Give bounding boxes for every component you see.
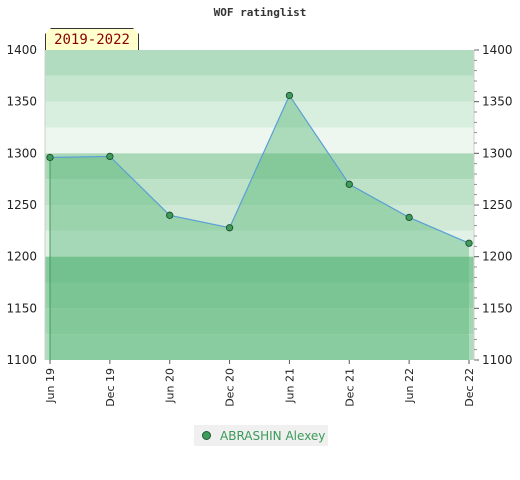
bg-band: [45, 308, 474, 335]
data-point: [405, 213, 413, 222]
y-tick-label-right: 1300: [482, 146, 513, 160]
bg-band: [45, 334, 474, 360]
x-tick-label: Jun 21: [283, 368, 296, 404]
y-axis-right: 1100 1150 1200 1250 1300 1350 1400: [474, 43, 513, 367]
series-line: [49, 94, 470, 244]
bg-band: [45, 50, 474, 76]
x-tick-label: Jun 20: [164, 368, 177, 404]
y-tick-label-right: 1200: [482, 250, 513, 264]
legend-marker-icon: [202, 431, 211, 440]
y-tick-label-left: 1150: [6, 301, 37, 315]
y-tick-label-left: 1300: [6, 146, 37, 160]
legend[interactable]: ABRASHIN Alexey: [194, 425, 328, 446]
series-area: [50, 95, 469, 360]
data-point: [166, 211, 174, 219]
bg-band: [45, 179, 474, 205]
x-tick-label: Dec 22: [463, 368, 476, 407]
period-label: 2019-2022: [45, 28, 139, 50]
bg-band: [45, 230, 474, 257]
y-tick-label-right: 1150: [482, 301, 513, 315]
bg-band: [45, 153, 474, 180]
data-point: [285, 91, 294, 100]
series-line-path: [49, 94, 470, 244]
chart-title: WOF ratinglist: [213, 6, 307, 19]
data-point: [345, 180, 353, 188]
series-points: [46, 91, 473, 247]
data-point: [225, 224, 234, 232]
legend-label: ABRASHIN Alexey: [220, 428, 326, 443]
data-point: [46, 153, 54, 162]
bg-band: [45, 101, 474, 128]
y-tick-label-left: 1400: [6, 43, 37, 57]
x-tick-label: Jun 22: [403, 368, 416, 404]
y-tick-label-left: 1350: [6, 95, 37, 109]
y-tick-label-right: 1350: [482, 95, 513, 109]
series-area-fill: [50, 95, 469, 360]
y-tick-label-right: 1100: [482, 353, 513, 367]
x-tick-label: Dec 19: [104, 368, 117, 407]
background-bands: [45, 50, 474, 360]
bg-band: [45, 205, 474, 231]
data-point: [106, 152, 114, 161]
y-tick-label-right: 1250: [482, 198, 513, 212]
y-tick-label-left: 1100: [6, 353, 37, 367]
x-tick-label: Dec 20: [224, 368, 237, 407]
y-tick-label-left: 1200: [6, 250, 37, 264]
y-tick-label-left: 1250: [6, 198, 37, 212]
bg-band: [45, 127, 474, 154]
bg-band: [45, 256, 474, 283]
data-point: [465, 239, 473, 247]
y-axis-left: 1100 1150 1200 1250 1300 1350 1400: [6, 43, 37, 367]
x-axis: Jun 19 Dec 19 Jun 20 Dec 20 Jun 21 Dec 21 Jun …: [44, 360, 476, 407]
y-tick-label-right: 1400: [482, 43, 513, 57]
bg-band: [45, 75, 474, 102]
x-tick-label: Dec 21: [343, 368, 356, 407]
x-tick-label: Jun 19: [44, 368, 57, 404]
bg-band: [45, 282, 474, 309]
